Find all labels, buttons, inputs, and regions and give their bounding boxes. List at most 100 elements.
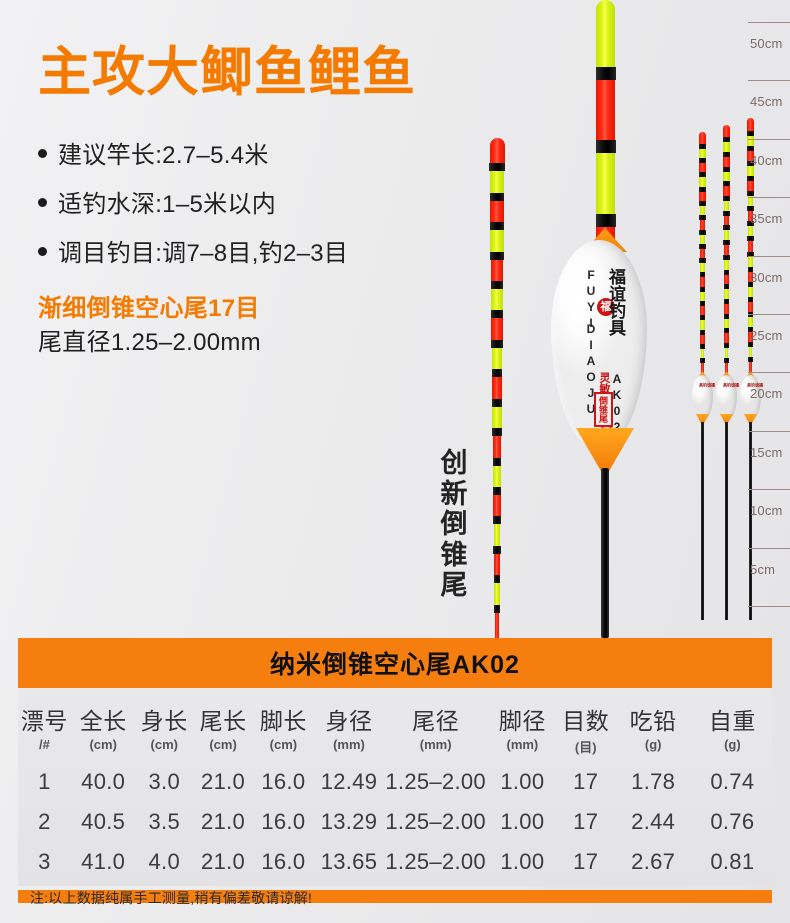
antenna-band: [699, 243, 706, 249]
antenna-segment: [747, 238, 754, 255]
antenna-band: [747, 206, 754, 212]
main-float-bottom-cone: [576, 428, 634, 472]
antenna-segment: [748, 314, 753, 331]
lineup-float-stem: [725, 422, 728, 620]
main-float-body: [551, 240, 647, 450]
column-header-unit: (g): [644, 737, 662, 752]
antenna-band: [489, 192, 505, 201]
antenna-segment: [747, 254, 754, 270]
column-header-name: 身径: [325, 708, 373, 734]
antenna-segment: [493, 520, 501, 551]
antenna-band: [494, 604, 500, 613]
table-cell: 13.29: [320, 809, 378, 834]
lineup-float-label: 福谊钓具: [747, 383, 764, 387]
antenna-segment: [492, 373, 502, 404]
column-header-name: 脚径: [498, 708, 546, 734]
antenna-segment: [723, 169, 730, 185]
column-header-name: 漂号: [20, 708, 68, 734]
spec-table: 漂号 /# 全长 (cm) 身长 (cm) 尾长 (cm) 脚长 (cm) 身径 (mm) 尾径 (mm)…: [18, 694, 772, 882]
lineup-float-antenna: [722, 125, 731, 376]
antenna-band: [595, 66, 616, 80]
antenna-band: [699, 229, 706, 235]
ruler-label: 35cm: [750, 211, 783, 227]
antenna-band: [493, 545, 501, 554]
antenna-band: [698, 158, 707, 164]
antenna-band: [492, 457, 502, 466]
antenna-segment: [747, 193, 754, 210]
table-cell: 17: [573, 849, 599, 874]
float-model-label: AK02: [610, 372, 624, 436]
lineup-float-bottom-cone: [744, 414, 757, 424]
antenna-segment: [494, 549, 500, 580]
antenna-band: [489, 222, 505, 231]
bullet-text: 调目钓目:调7–8目,钓2–3目: [58, 240, 349, 267]
antenna-segment: [748, 269, 753, 285]
antenna-segment: [491, 285, 503, 316]
lineup-float-bottom-cone: [720, 414, 733, 424]
antenna-segment: [724, 360, 729, 376]
column-header-unit: (mm): [419, 737, 452, 752]
antenna-band: [699, 315, 706, 321]
bullet-dot-icon: [38, 149, 47, 158]
antenna-band: [747, 191, 754, 197]
column-header: 漂号 /#: [18, 694, 71, 762]
lineup-float-antenna: [698, 132, 707, 376]
measurement-note: 注:以上数据纯属手工测量,稍有偏差敬请谅解!: [30, 890, 313, 906]
lineup-float-stem: [701, 422, 704, 620]
column-header: 目数 (目): [558, 694, 614, 762]
antenna-segment: [724, 301, 729, 317]
antenna-band: [722, 151, 731, 157]
antenna-segment: [747, 208, 754, 225]
table-cell: 16.0: [261, 769, 306, 794]
ruler-label: 45cm: [750, 94, 783, 110]
antenna-segment: [596, 146, 615, 221]
column-header: 尾长 (cm): [193, 694, 253, 762]
lineup-float-antenna: [746, 118, 755, 376]
ruler-tick: [748, 489, 790, 491]
ruler-label: 30cm: [750, 269, 783, 285]
ruler-label: 15cm: [750, 444, 783, 460]
antenna-segment: [490, 196, 504, 227]
antenna-segment: [494, 579, 500, 610]
page-title: 主攻大鲫鱼鲤鱼: [38, 43, 416, 102]
column-header-name: 全长: [79, 708, 127, 734]
lineup-float-bottom-cone: [696, 414, 709, 424]
table-cell: 13.65: [320, 849, 378, 874]
antenna-band: [491, 398, 503, 407]
antenna-segment: [491, 343, 503, 374]
antenna-segment: [491, 314, 503, 345]
antenna-band: [747, 281, 754, 287]
table-cell: 21.0: [201, 849, 246, 874]
antenna-segment: [747, 118, 754, 134]
antenna-band: [492, 486, 502, 495]
column-header-name: 吃铅: [629, 708, 677, 734]
antenna-band: [746, 160, 755, 166]
table-cell: 16.0: [261, 809, 306, 834]
antenna-band: [699, 286, 706, 292]
antenna-segment: [699, 232, 706, 247]
antenna-segment: [748, 284, 753, 300]
antenna-segment: [724, 286, 729, 303]
column-header-unit: (g): [724, 737, 741, 752]
antenna-band: [700, 358, 705, 364]
table-cell: 12.49: [320, 769, 378, 794]
antenna-band: [722, 181, 731, 187]
antenna-band: [491, 369, 503, 378]
list-item: 建议竿长:2.7–5.4米: [38, 135, 498, 170]
column-header: 身长 (cm): [136, 694, 193, 762]
column-header: 脚长 (cm): [253, 694, 313, 762]
antenna-band: [746, 145, 755, 151]
antenna-band: [491, 339, 503, 348]
ruler-tick: [748, 314, 790, 315]
antenna-band: [723, 284, 730, 290]
antenna-segment: [490, 255, 504, 286]
antenna-band: [723, 210, 730, 216]
antenna-segment: [724, 345, 729, 361]
antenna-segment: [700, 332, 705, 347]
antenna-segment: [699, 160, 706, 176]
ruler-tick: [748, 197, 790, 199]
antenna-band: [723, 269, 730, 275]
antenna-band: [723, 328, 730, 334]
table-cell: 3: [38, 849, 51, 874]
vertical-caption-char: 锥: [440, 539, 468, 570]
